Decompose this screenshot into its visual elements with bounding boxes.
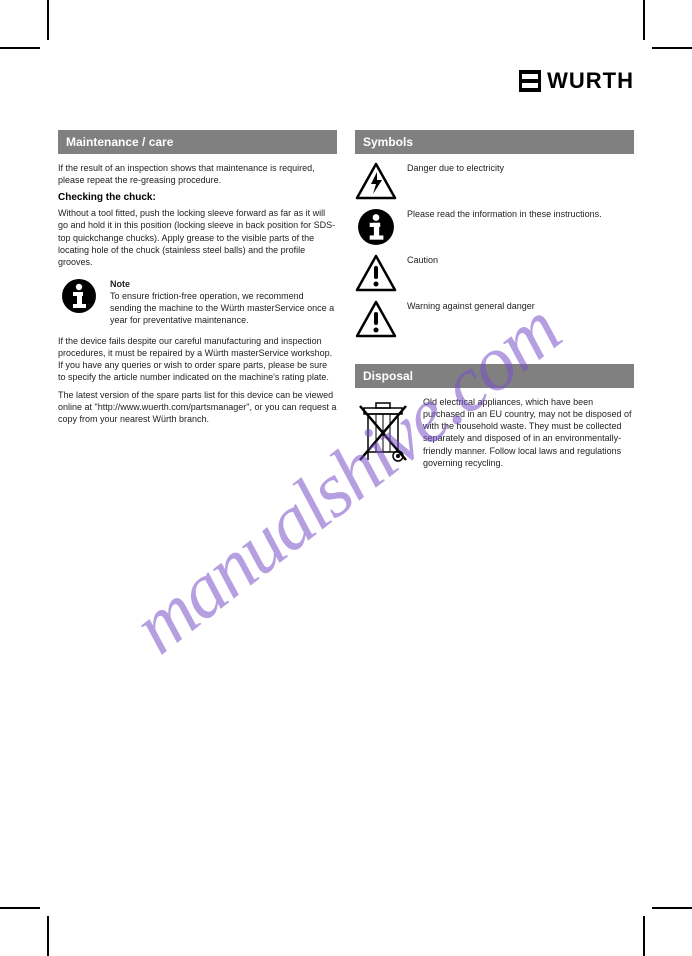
body-paragraph: If the result of an inspection shows tha… xyxy=(58,162,337,186)
info-circle-icon xyxy=(355,208,397,246)
crop-mark xyxy=(47,0,49,40)
warning-triangle-icon xyxy=(355,300,397,338)
note-label: Note xyxy=(110,279,130,289)
left-column: Maintenance / care If the result of an i… xyxy=(58,130,337,477)
section-header-symbols: Symbols xyxy=(355,130,634,154)
sub-heading: Checking the chuck: xyxy=(58,192,337,203)
lightning-triangle-icon xyxy=(355,162,397,200)
body-paragraph: Without a tool fitted, push the locking … xyxy=(58,207,337,268)
body-paragraph: If the device fails despite our careful … xyxy=(58,335,337,384)
symbol-text: Danger due to electricity xyxy=(407,162,634,174)
weee-bin-icon xyxy=(355,396,413,468)
crop-mark xyxy=(652,47,692,49)
crop-mark xyxy=(652,907,692,909)
brand-logo-text: WURTH xyxy=(547,68,634,94)
brand-logo: WURTH xyxy=(519,68,634,94)
crop-mark xyxy=(0,907,40,909)
body-paragraph: The latest version of the spare parts li… xyxy=(58,389,337,425)
crop-mark xyxy=(643,0,645,40)
symbol-row: Danger due to electricity xyxy=(355,162,634,200)
brand-logo-icon xyxy=(519,70,541,92)
page-content: WURTH Maintenance / care If the result o… xyxy=(58,58,634,898)
symbol-text: Caution xyxy=(407,254,634,266)
crop-mark xyxy=(0,47,40,49)
note-row: Note To ensure friction-free operation, … xyxy=(58,278,337,327)
note-text: Note To ensure friction-free operation, … xyxy=(110,278,337,327)
symbol-row: Please read the information in these ins… xyxy=(355,208,634,246)
crop-mark xyxy=(643,916,645,956)
warning-triangle-icon xyxy=(355,254,397,292)
symbol-row: Warning against general danger xyxy=(355,300,634,338)
section-header-disposal: Disposal xyxy=(355,364,634,388)
symbol-text: Warning against general danger xyxy=(407,300,634,312)
note-body: To ensure friction-free operation, we re… xyxy=(110,291,334,325)
symbol-row: Caution xyxy=(355,254,634,292)
right-column: Symbols Danger due to electricity xyxy=(355,130,634,477)
weee-text: Old electrical appliances, which have be… xyxy=(423,396,634,469)
info-icon xyxy=(58,278,100,314)
weee-row: Old electrical appliances, which have be… xyxy=(355,396,634,469)
symbol-text: Please read the information in these ins… xyxy=(407,208,634,220)
two-column-layout: Maintenance / care If the result of an i… xyxy=(58,130,634,477)
crop-mark xyxy=(47,916,49,956)
section-header-maintenance: Maintenance / care xyxy=(58,130,337,154)
